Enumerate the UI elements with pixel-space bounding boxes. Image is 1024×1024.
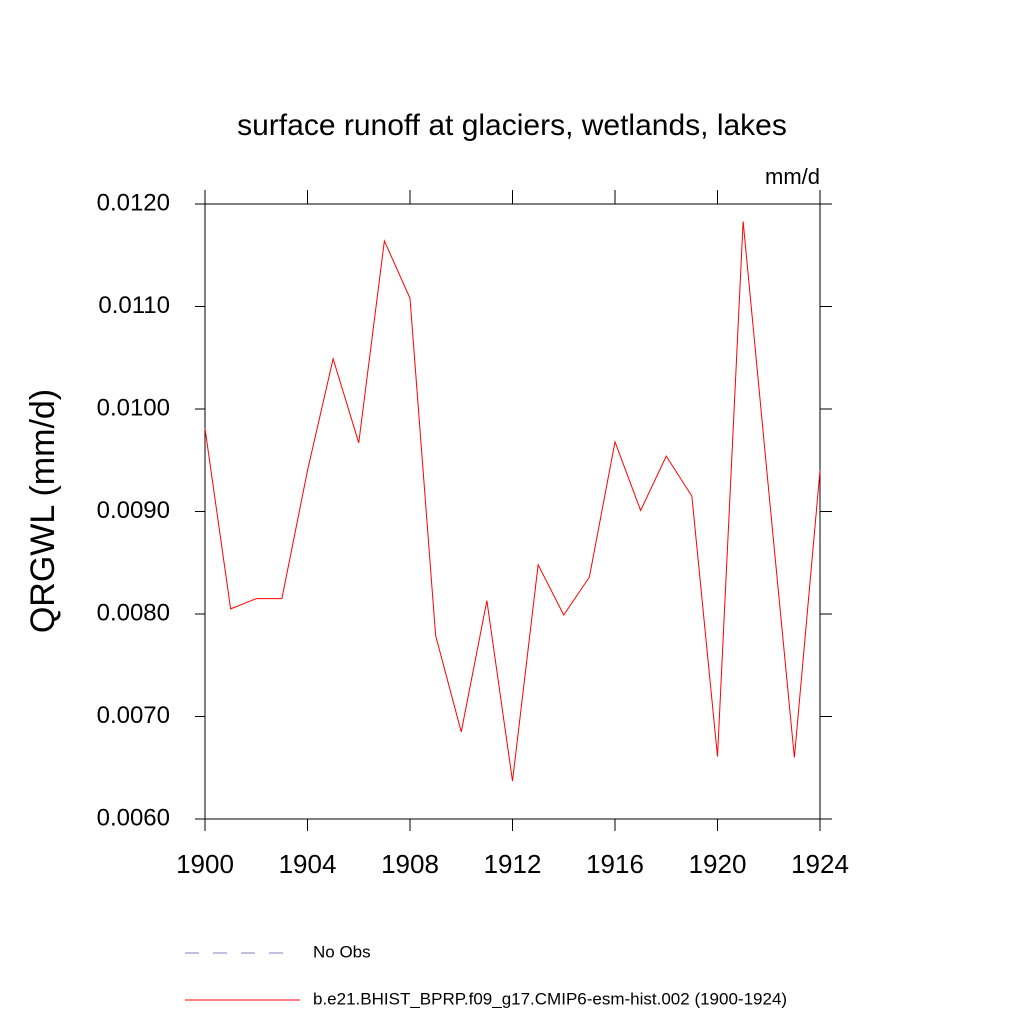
legend-label: No Obs <box>313 942 371 961</box>
y-tick-label: 0.0110 <box>98 292 170 319</box>
x-tick-label: 1904 <box>279 849 337 879</box>
data-line <box>204 221 821 782</box>
y-tick-label: 0.0060 <box>97 804 170 831</box>
y-tick-label: 0.0070 <box>97 702 170 729</box>
plot-frame <box>204 203 821 820</box>
x-tick-label: 1916 <box>586 849 644 879</box>
y-axis-title: QRGWL (mm/d) <box>24 389 62 633</box>
y-tick-label: 0.0120 <box>97 189 170 216</box>
x-tick-label: 1924 <box>791 849 849 879</box>
chart-title: surface runoff at glaciers, wetlands, la… <box>237 109 787 142</box>
y-tick-label: 0.0100 <box>97 394 170 421</box>
units-label: mm/d <box>765 164 820 189</box>
x-tick-label: 1908 <box>381 849 439 879</box>
legend-label: b.e21.BHIST_BPRP.f09_g17.CMIP6-esm-hist.… <box>313 989 787 1008</box>
x-tick-label: 1912 <box>484 849 542 879</box>
y-tick-label: 0.0080 <box>97 599 170 626</box>
x-tick-label: 1920 <box>689 849 747 879</box>
y-tick-label: 0.0090 <box>97 497 170 524</box>
x-tick-label: 1900 <box>176 849 234 879</box>
